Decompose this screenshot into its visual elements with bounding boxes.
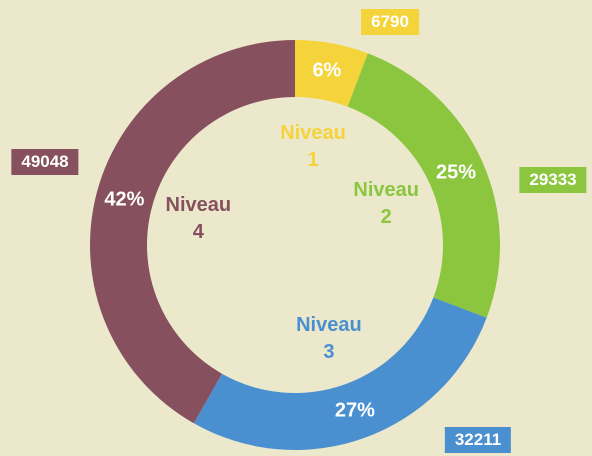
percent-label: 27% <box>334 399 375 422</box>
percent-label: 25% <box>435 161 476 184</box>
category-label: Niveau 4 <box>165 194 232 244</box>
category-label: Niveau 1 <box>280 121 346 171</box>
value-label: 6790 <box>361 9 419 35</box>
percent-label: 6% <box>312 59 342 82</box>
donut-slice <box>295 40 368 107</box>
donut-slice <box>90 40 296 424</box>
donut-slice <box>193 297 487 450</box>
category-label: Niveau 3 <box>296 314 362 364</box>
value-label: 29333 <box>519 167 587 193</box>
percent-label: 42% <box>104 188 145 211</box>
value-label: 49048 <box>11 149 79 175</box>
value-label: 32211 <box>444 427 512 453</box>
donut-slice <box>347 53 500 318</box>
category-label: Niveau 2 <box>353 179 419 229</box>
